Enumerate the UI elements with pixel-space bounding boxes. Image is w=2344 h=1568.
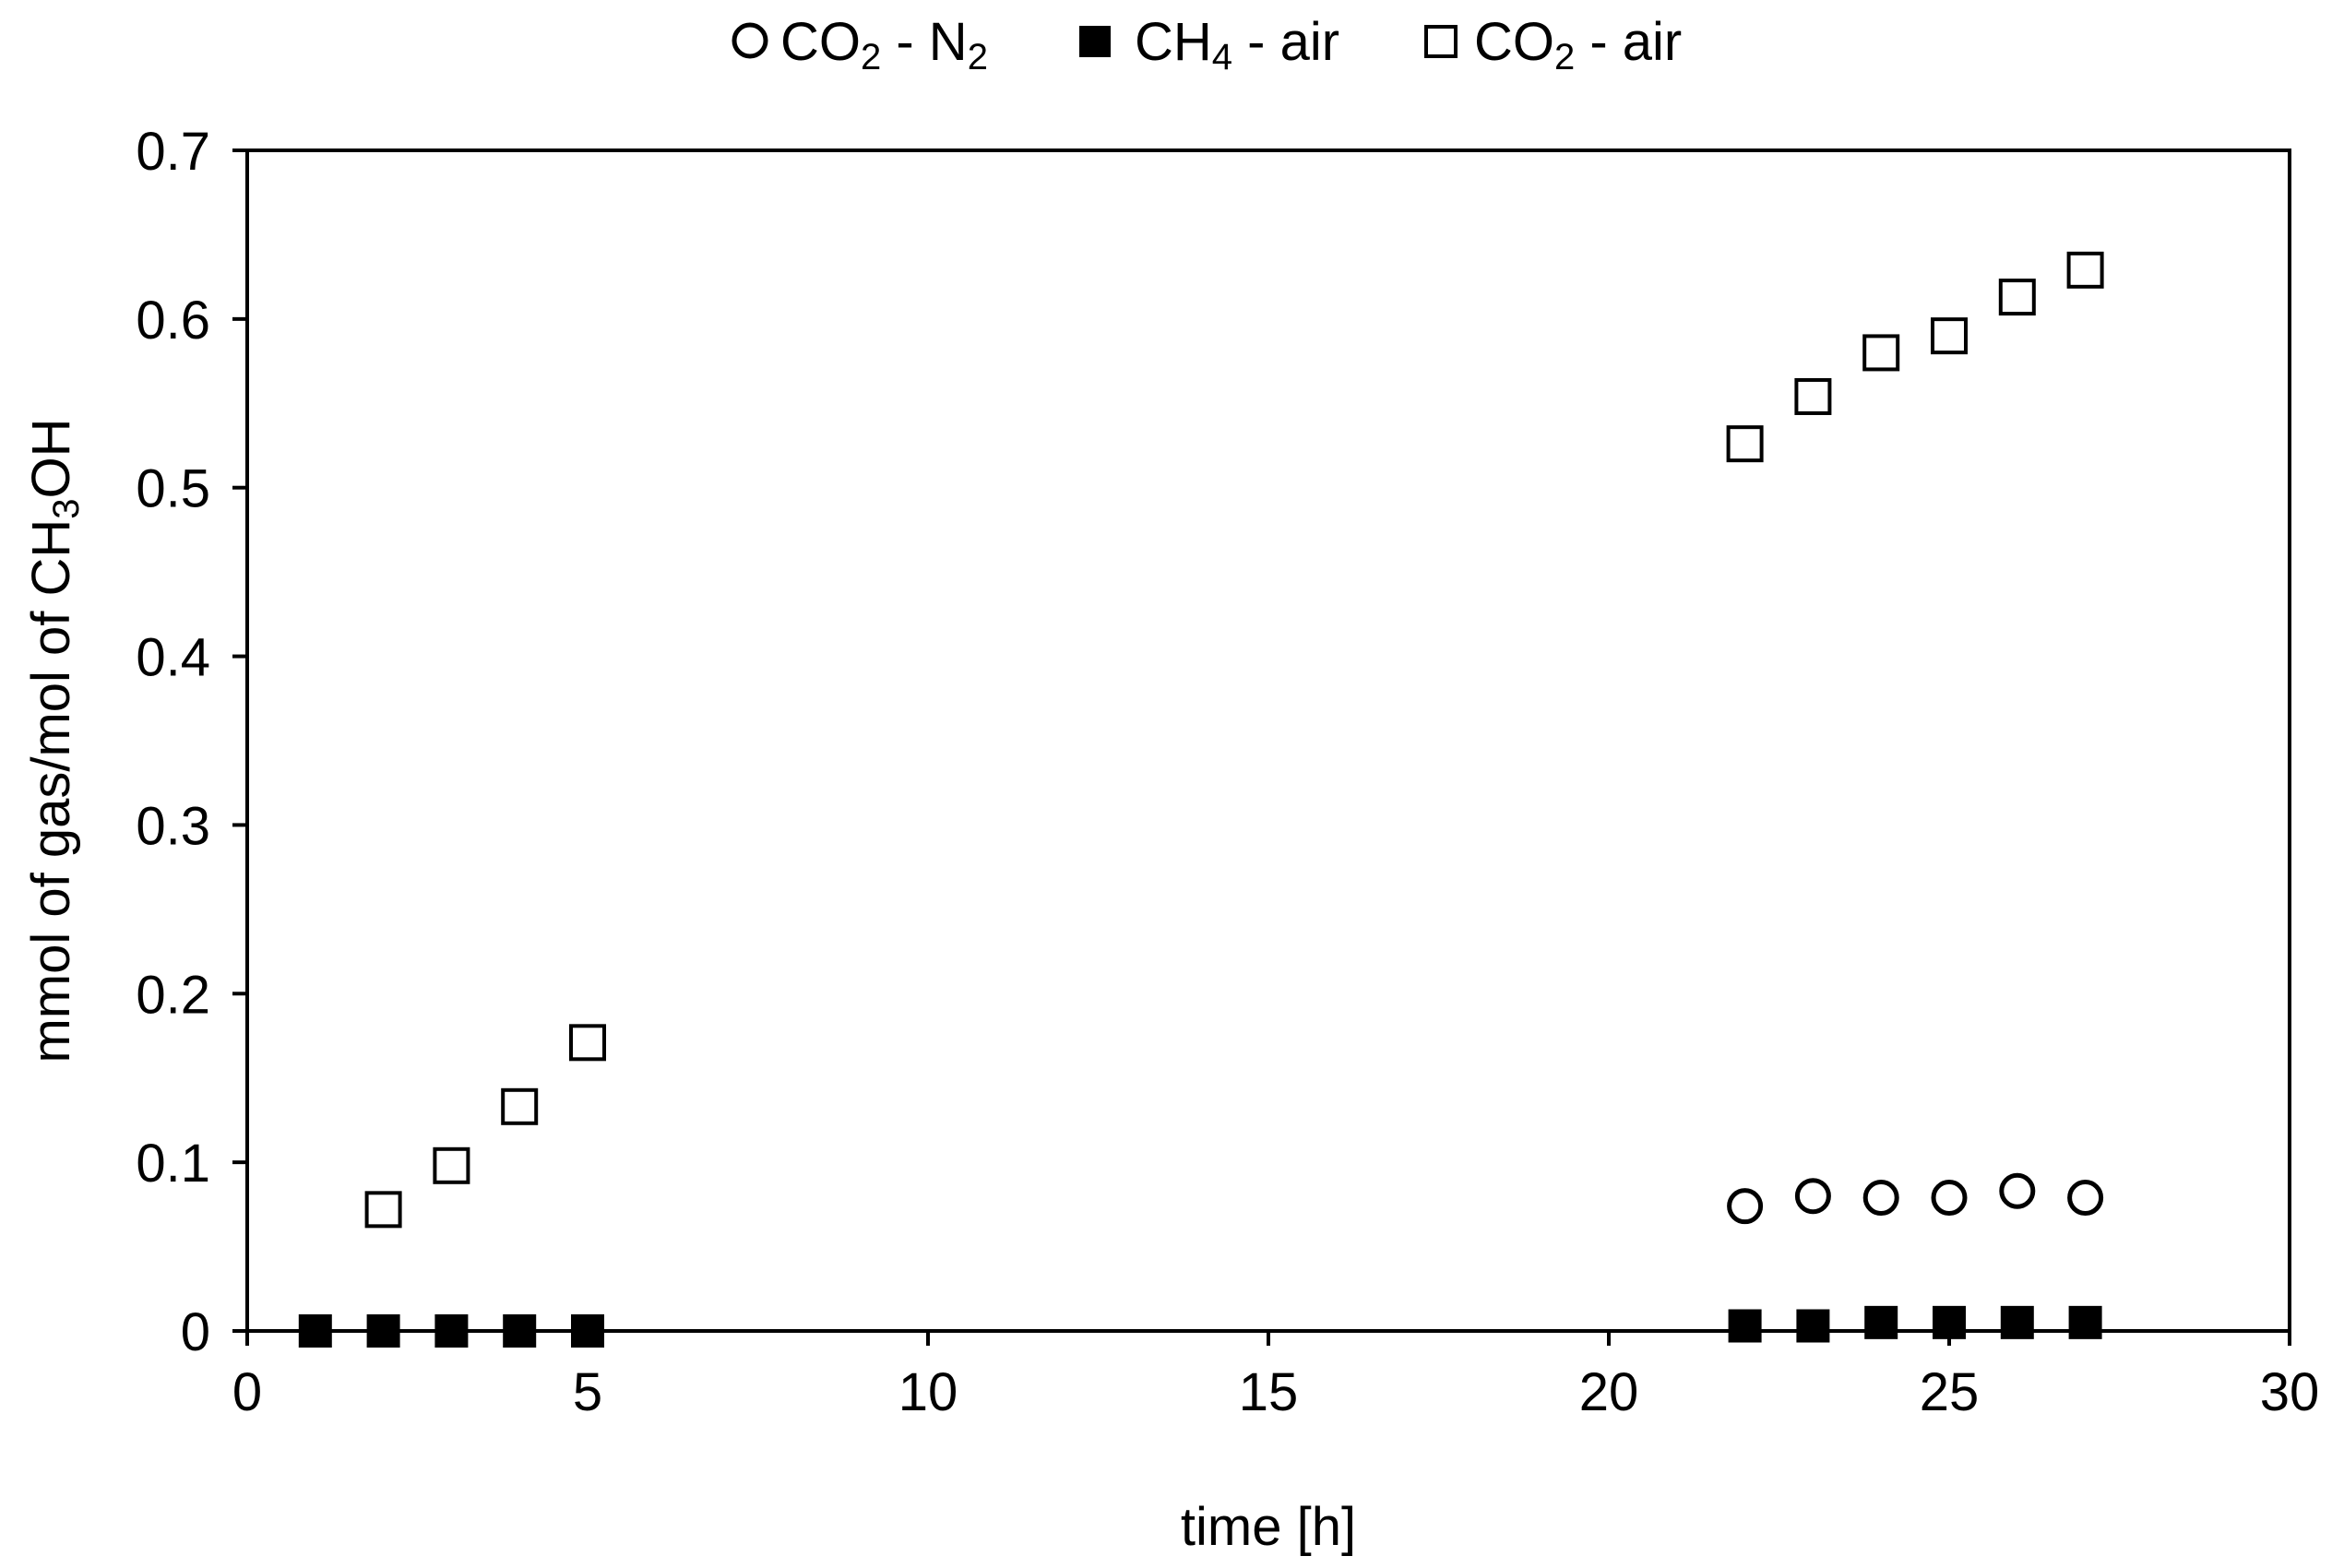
legend: CO2 - N2 CH4 - air CO2 - air	[732, 12, 1682, 77]
y-tick-label: 0.6	[136, 291, 210, 350]
data-points	[298, 251, 2104, 1348]
legend-label-ch4-air: CH4 - air	[1135, 12, 1339, 77]
y-tick-label: 0.2	[136, 965, 210, 1025]
x-tick-label: 15	[1239, 1362, 1299, 1422]
data-point	[1862, 1180, 1899, 1217]
data-point	[569, 1024, 606, 1062]
series-co2-n2	[1727, 1172, 2104, 1225]
data-point	[1931, 317, 1968, 355]
data-point	[1726, 425, 1764, 463]
y-tick-label: 0.7	[136, 122, 210, 182]
data-point	[571, 1314, 604, 1348]
data-point	[1931, 1180, 1968, 1217]
y-tick-label: 0.5	[136, 459, 210, 519]
y-tick-label: 0	[181, 1302, 210, 1362]
x-tick-label: 30	[2260, 1362, 2320, 1422]
data-point	[1728, 1309, 1762, 1343]
legend-marker-co2-n2	[732, 22, 768, 59]
legend-marker-ch4-air	[1079, 26, 1111, 57]
data-point	[1796, 1309, 1830, 1343]
x-axis-title: time [h]	[1181, 1497, 1356, 1557]
data-point	[1794, 1178, 1831, 1215]
data-point	[1933, 1305, 1966, 1339]
data-point	[434, 1314, 469, 1348]
series-ch4-air	[298, 1305, 2102, 1348]
data-point	[1794, 377, 1832, 415]
x-tick-label: 5	[573, 1362, 602, 1422]
x-tick-label: 20	[1579, 1362, 1639, 1422]
data-point	[503, 1314, 537, 1348]
y-axis: 0 0.1 0.2 0.3 0.4 0.5 0.6 0.7	[136, 122, 247, 1362]
x-tick-label: 0	[232, 1362, 262, 1422]
data-point	[1727, 1188, 1764, 1225]
data-point	[433, 1146, 470, 1184]
legend-label-co2-air: CO2 - air	[1474, 12, 1682, 77]
y-tick-label: 0.3	[136, 796, 210, 856]
x-tick-label: 10	[898, 1362, 958, 1422]
data-point	[1998, 279, 2036, 316]
data-point	[2000, 1305, 2034, 1339]
plot-area-frame	[245, 148, 2291, 1333]
data-point	[2066, 251, 2104, 289]
y-axis-title: mmol of gas/mol of CH3OH	[21, 418, 87, 1063]
data-point	[1999, 1172, 2036, 1209]
x-axis: 0 5 10 15 20 25 30	[232, 1331, 2319, 1422]
data-point	[1862, 334, 1900, 372]
data-point	[298, 1314, 332, 1348]
y-tick-label: 0.4	[136, 628, 210, 688]
data-point	[2068, 1305, 2102, 1339]
legend-label-co2-n2: CO2 - N2	[780, 12, 988, 77]
series-co2-air	[364, 251, 2104, 1229]
data-point	[2067, 1180, 2104, 1217]
legend-marker-co2-air	[1424, 25, 1458, 58]
data-point	[1864, 1305, 1898, 1339]
x-tick-label: 25	[1920, 1362, 1980, 1422]
y-tick-label: 0.1	[136, 1134, 210, 1194]
data-point	[364, 1191, 402, 1229]
data-point	[501, 1087, 539, 1125]
data-point	[366, 1314, 400, 1348]
